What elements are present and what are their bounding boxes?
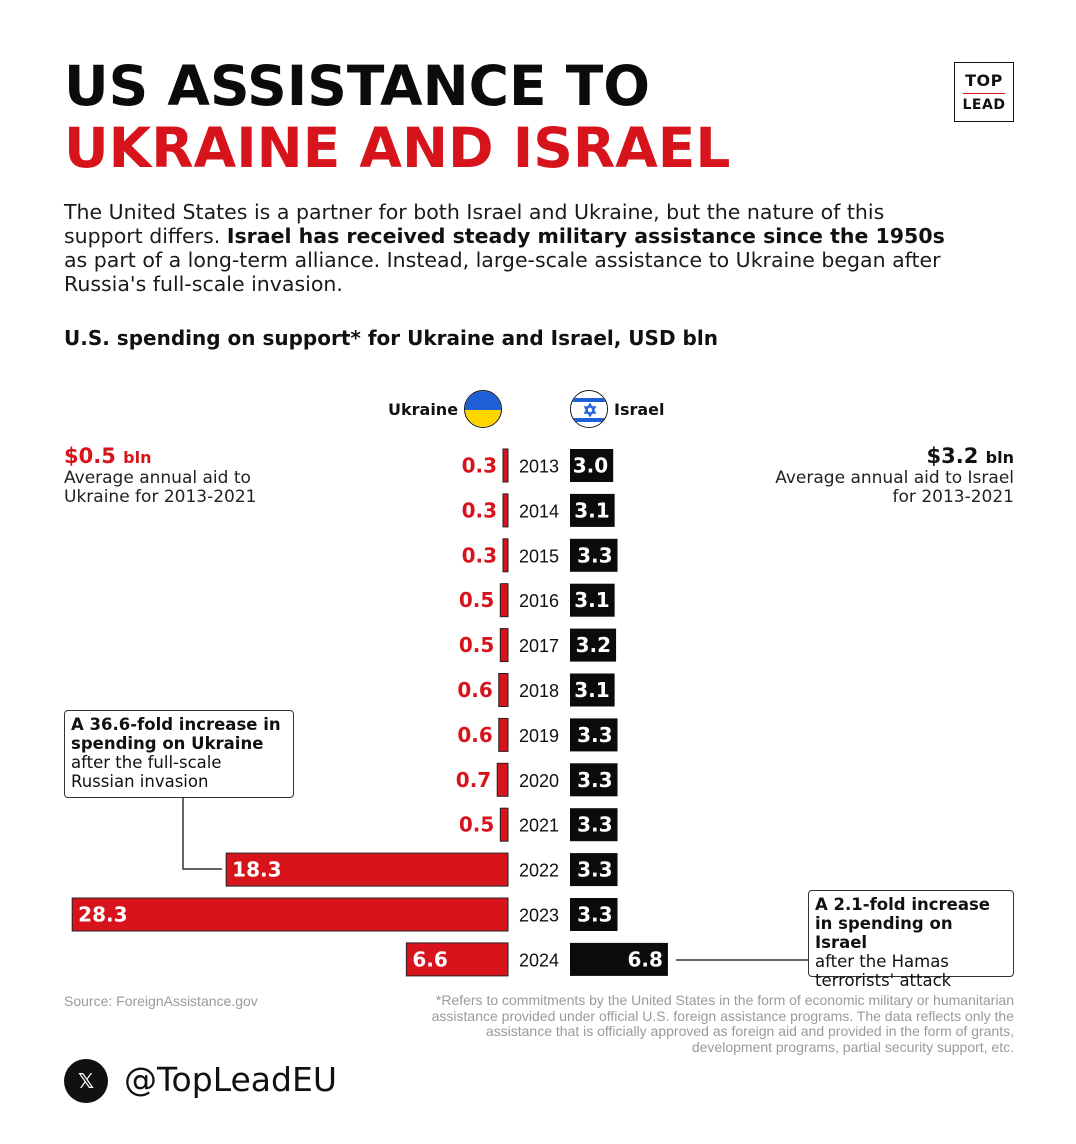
title-line-2: UKRAINE AND ISRAEL [64, 116, 731, 180]
logo-divider [963, 92, 1005, 95]
israel-bar-2015 [570, 538, 618, 572]
israel-value-2020: 3.3 [577, 768, 612, 792]
ukraine-bar-2013 [502, 448, 509, 483]
israel-bar-2016 [570, 583, 615, 617]
israel-average-label: Average annual aid to Israel for 2013-20… [775, 468, 1014, 507]
year-label-2015: 2015 [519, 546, 559, 566]
israel-bar-2020 [570, 763, 618, 797]
x-logo-icon[interactable]: 𝕏 [64, 1059, 108, 1103]
legend-israel: Israel [570, 390, 665, 428]
israel-bar-2014 [570, 493, 615, 527]
israel-bar-2019 [570, 718, 618, 752]
year-label-2022: 2022 [519, 861, 559, 881]
source-note: Source: ForeignAssistance.gov [64, 993, 258, 1009]
legend-ukraine: Ukraine [388, 390, 503, 428]
ukraine-bar-2018 [498, 673, 509, 707]
year-label-2013: 2013 [519, 457, 559, 477]
logo-bottom-text: LEAD [962, 97, 1006, 114]
ukraine-value-2021: 0.5 [459, 813, 494, 837]
israel-flag-icon [570, 390, 608, 428]
israel-value-2017: 3.2 [576, 633, 611, 657]
israel-value-2024: 6.8 [627, 947, 662, 971]
ukraine-value-2013: 0.3 [462, 454, 497, 478]
israel-value-2016: 3.1 [574, 588, 609, 612]
ukraine-value-2014: 0.3 [462, 498, 497, 522]
ukraine-bar-2015 [502, 538, 509, 573]
israel-bar-2024 [570, 942, 668, 976]
israel-bar-2018 [570, 673, 615, 707]
ukraine-value-2017: 0.5 [459, 633, 494, 657]
ukraine-bar-2022 [225, 852, 509, 887]
ukraine-callout: A 36.6-fold increase in spending on Ukra… [64, 710, 294, 798]
israel-bar-2013 [570, 449, 614, 482]
intro-text-2: as part of a long-term alliance. Instead… [64, 248, 941, 296]
title-line-1: US ASSISTANCE TO [64, 54, 651, 118]
year-label-2020: 2020 [519, 771, 559, 791]
israel-bar-2023 [570, 898, 618, 931]
ukraine-bar-2014 [502, 493, 509, 528]
israel-callout: A 2.1-fold increase in spending on Israe… [808, 890, 1014, 990]
ukraine-bar-2020 [496, 762, 509, 797]
israel-average-number: $3.2 [926, 444, 979, 468]
israel-value-2021: 3.3 [577, 813, 612, 837]
year-label-2014: 2014 [519, 501, 559, 521]
ukraine-value-2016: 0.5 [459, 588, 494, 612]
ukraine-average-label: Average annual aid to Ukraine for 2013-2… [64, 468, 257, 507]
israel-average-unit: bln [985, 448, 1014, 467]
ukraine-bar-2021 [499, 807, 509, 842]
israel-average-value: $3.2 bln [927, 444, 1014, 468]
israel-bar-2017 [570, 628, 617, 662]
ukraine-average-number: $0.5 [64, 444, 116, 468]
intro-paragraph: The United States is a partner for both … [64, 200, 964, 296]
ukraine-bar-2016 [499, 583, 509, 618]
ukraine-callout-connector [182, 798, 222, 870]
israel-value-2022: 3.3 [577, 858, 612, 882]
year-label-2017: 2017 [519, 636, 559, 656]
israel-callout-text: after the Hamas terrorists' attack [815, 952, 952, 990]
ukraine-bar-2024 [405, 942, 509, 977]
intro-bold-text: Israel has received steady military assi… [226, 224, 945, 248]
ukraine-bar-2017 [499, 628, 509, 663]
ukraine-value-2023: 28.3 [78, 903, 127, 927]
israel-callout-bold: A 2.1-fold increase in spending on Israe… [815, 895, 990, 952]
intro-text-1: The United States is a partner for both … [64, 200, 885, 248]
ukraine-value-2020: 0.7 [456, 768, 491, 792]
ukraine-value-2018: 0.6 [457, 678, 492, 702]
year-label-2019: 2019 [519, 726, 559, 746]
ukraine-value-2019: 0.6 [457, 723, 492, 747]
israel-value-2019: 3.3 [577, 723, 612, 747]
ukraine-callout-text: after the full-scale Russian invasion [71, 753, 222, 791]
ukraine-value-2024: 6.6 [412, 947, 447, 971]
year-label-2024: 2024 [519, 950, 559, 970]
year-label-2016: 2016 [519, 591, 559, 611]
top-lead-logo: TOP LEAD [954, 62, 1014, 122]
callout-connectors [182, 798, 808, 961]
footnote: *Refers to commitments by the United Sta… [431, 992, 1014, 1055]
chart-title: U.S. spending on support* for Ukraine an… [64, 326, 718, 350]
ukraine-flag-icon [464, 390, 503, 428]
israel-value-2014: 3.1 [574, 498, 609, 522]
israel-value-2018: 3.1 [574, 678, 609, 702]
year-label-2023: 2023 [519, 906, 559, 926]
israel-value-2015: 3.3 [577, 543, 612, 567]
ukraine-average-unit: bln [123, 448, 152, 467]
israel-value-2023: 3.3 [577, 903, 612, 927]
ukraine-bar-2023 [71, 897, 509, 932]
social-handle[interactable]: @TopLeadEU [124, 1060, 337, 1099]
israel-bar-2022 [570, 853, 618, 887]
legend-ukraine-label: Ukraine [388, 399, 459, 419]
logo-top-text: TOP [965, 70, 1003, 90]
israel-bar-2021 [570, 808, 618, 842]
ukraine-value-2022: 18.3 [232, 858, 281, 882]
year-label-2021: 2021 [519, 816, 559, 836]
israel-value-2013: 3.0 [573, 454, 608, 478]
year-label-2018: 2018 [519, 681, 559, 701]
ukraine-value-2015: 0.3 [462, 543, 497, 567]
ukraine-bar-2019 [498, 717, 509, 752]
chart-bars: 0.3 2013 3.0 0.3 2014 3.1 0.3 2015 3.3 0.5 2016 3.1… [71, 448, 668, 977]
ukraine-callout-bold: A 36.6-fold increase in spending on Ukra… [71, 715, 281, 753]
ukraine-average-value: $0.5 bln [64, 444, 151, 468]
legend-israel-label: Israel [614, 399, 665, 419]
